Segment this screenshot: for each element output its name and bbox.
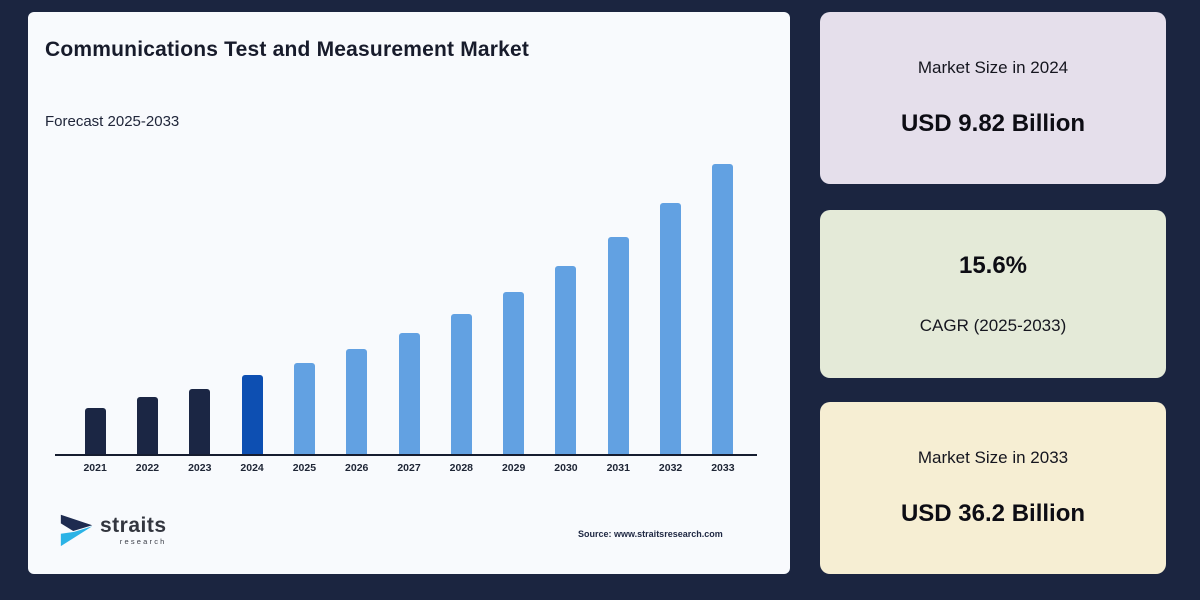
chart-card: Communications Test and Measurement Mark… (28, 12, 790, 574)
x-axis-label: 2024 (240, 462, 264, 474)
bar-column (331, 164, 383, 454)
stat-label: CAGR (2025-2033) (919, 316, 1067, 335)
brand-logo-text: straits research (100, 515, 167, 546)
bar-2022 (136, 397, 158, 454)
x-axis-label: 2032 (658, 462, 683, 474)
bar-2031 (607, 236, 629, 454)
bar-2027 (398, 332, 420, 454)
bar-column (644, 164, 696, 454)
stat-card-cagr: 15.6% CAGR (2025-2033) (820, 210, 1166, 378)
x-axis-label: 2026 (345, 462, 369, 474)
x-axis-label: 2021 (83, 462, 107, 474)
stat-value: USD 9.82 Billion (900, 110, 1086, 137)
source-note: Source: www.straitsresearch.com (578, 529, 723, 539)
bar-2033 (712, 164, 734, 454)
bar-column (69, 164, 121, 454)
bar-2029 (503, 291, 525, 454)
x-axis-label: 2031 (606, 462, 630, 474)
bar-column (383, 164, 435, 454)
x-axis-label: 2028 (449, 462, 474, 474)
bar-chart: 2021 2022 2023 2024 2025 2026 2027 2028 2029 2030… (28, 12, 790, 574)
stat-label: Market Size in 2033 (917, 448, 1069, 467)
bar-2026 (346, 348, 368, 454)
bar-column (121, 164, 173, 454)
x-axis-label: 2025 (292, 462, 317, 474)
bar-column (226, 164, 278, 454)
bar-column (488, 164, 540, 454)
bar-2032 (660, 203, 682, 454)
bar-column (697, 164, 749, 454)
x-axis-label: 2029 (501, 462, 526, 474)
bar-column (174, 164, 226, 454)
bar-column (540, 164, 592, 454)
chart-title: Communications Test and Measurement Mark… (45, 38, 530, 61)
x-axis-label: 2030 (554, 462, 578, 474)
brand-name: straits (100, 513, 167, 537)
chart-subtitle: Forecast 2025-2033 (45, 113, 180, 130)
x-axis-line (55, 454, 757, 456)
stat-value: 15.6% (958, 252, 1028, 279)
bar-2021 (84, 408, 106, 454)
bar-column (278, 164, 330, 454)
bar-2025 (293, 363, 315, 454)
bar-2024 (241, 375, 263, 454)
straits-arrow-icon (60, 514, 93, 547)
bar-column (592, 164, 644, 454)
stat-card-market-size-2033: Market Size in 2033 USD 36.2 Billion (820, 402, 1166, 574)
bar-column (435, 164, 487, 454)
brand-subname: research (119, 536, 167, 546)
bar-2028 (450, 313, 472, 454)
x-axis-labels: 2021 2022 2023 2024 2025 2026 2027 2028 2029 2030… (69, 462, 749, 474)
x-axis-label: 2022 (135, 462, 160, 474)
bar-2030 (555, 266, 577, 454)
stat-value: USD 36.2 Billion (900, 500, 1086, 527)
x-axis-label: 2027 (397, 462, 421, 474)
stat-label: Market Size in 2024 (917, 58, 1069, 77)
bar-2023 (189, 389, 211, 454)
stat-card-market-size-2024: Market Size in 2024 USD 9.82 Billion (820, 12, 1166, 184)
x-axis-label: 2033 (711, 462, 735, 474)
x-axis-label: 2023 (188, 462, 212, 474)
brand-logo: straits research (58, 511, 167, 549)
bars-container (69, 164, 749, 454)
